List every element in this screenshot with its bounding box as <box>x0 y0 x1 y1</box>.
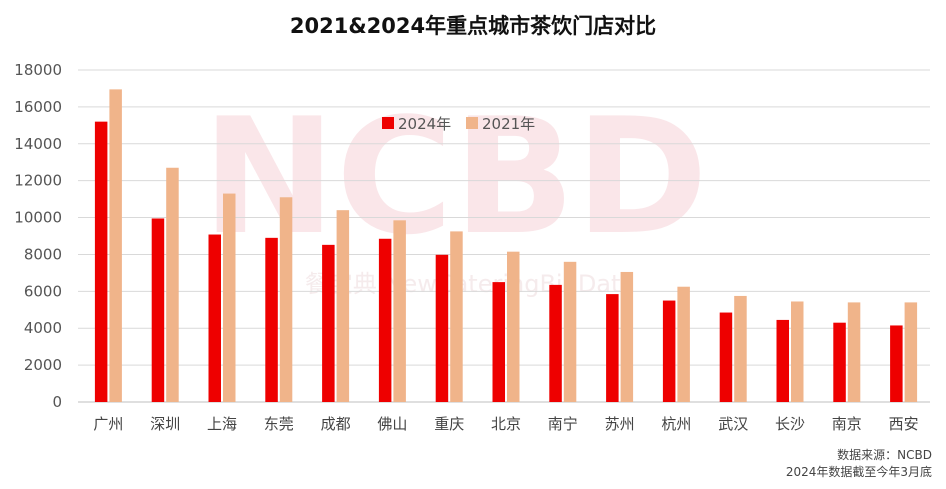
bar-2021 <box>507 251 520 402</box>
x-category-label: 南宁 <box>548 415 578 433</box>
y-tick-labels: 0 2000 4000 6000 8000 10000 12000 14000 16000 180… <box>14 61 62 411</box>
x-category-labels: 广州 深圳 上海 东莞 成都 佛山 重庆 北京 南宁 苏州 杭州 武汉 长沙 南京 西安 <box>93 415 918 433</box>
legend-label-2021: 2021年 <box>482 115 535 133</box>
watermark-subtitle: 餐宝典 NewCateringBigData <box>305 270 635 298</box>
bar-2021 <box>393 220 406 402</box>
bar-2024 <box>265 237 278 402</box>
legend-swatch-2024 <box>382 117 394 129</box>
bar-2021 <box>734 295 747 402</box>
x-category-label: 重庆 <box>434 415 464 433</box>
x-category-label: 西安 <box>889 415 919 433</box>
x-category-label: 武汉 <box>718 415 748 433</box>
y-tick-label: 14000 <box>14 135 62 153</box>
x-category-label: 杭州 <box>661 415 691 433</box>
x-category-label: 深圳 <box>150 415 180 433</box>
y-tick-label: 12000 <box>14 172 62 190</box>
bar-2021 <box>450 231 463 402</box>
y-tick-label: 4000 <box>24 319 62 337</box>
legend-label-2024: 2024年 <box>398 115 451 133</box>
bar-2024 <box>719 312 733 402</box>
bars <box>94 89 918 403</box>
bar-2024 <box>322 244 335 402</box>
y-tick-label: 8000 <box>24 245 62 263</box>
y-tick-label: 16000 <box>14 98 62 116</box>
source-note: 数据来源：NCBD <box>837 447 932 462</box>
bar-2024 <box>549 284 562 402</box>
x-category-label: 东莞 <box>264 415 294 433</box>
bar-2024 <box>94 121 108 403</box>
legend: 2024年 2021年 <box>382 115 535 133</box>
bar-2024 <box>492 282 505 402</box>
x-category-label: 北京 <box>491 415 521 433</box>
bar-2024 <box>435 254 449 402</box>
y-tick-label: 18000 <box>14 61 62 79</box>
bar-2021 <box>336 210 350 402</box>
bar-2021 <box>279 197 293 402</box>
x-category-label: 成都 <box>321 415 351 433</box>
bar-2021 <box>563 261 577 402</box>
bar-2024 <box>776 319 789 402</box>
bar-2024 <box>890 325 903 402</box>
chart-title: 2021&2024年重点城市茶饮门店对比 <box>290 14 656 38</box>
bar-2021 <box>904 302 918 402</box>
bar-2024 <box>833 322 846 402</box>
x-category-label: 南京 <box>832 415 862 433</box>
bar-2024 <box>208 234 221 402</box>
x-category-label: 佛山 <box>377 415 407 433</box>
x-category-label: 上海 <box>207 415 237 433</box>
bar-2021 <box>847 302 861 402</box>
y-tick-label: 10000 <box>14 209 62 227</box>
bar-2024 <box>662 300 676 402</box>
y-tick-label: 6000 <box>24 282 62 300</box>
bar-2024 <box>151 218 165 402</box>
bar-2021 <box>677 286 690 402</box>
y-tick-label: 2000 <box>24 356 62 374</box>
date-note: 2024年数据截至今年3月底 <box>786 464 932 479</box>
legend-swatch-2021 <box>466 117 478 129</box>
bar-2021 <box>620 271 634 402</box>
x-category-label: 苏州 <box>605 415 635 433</box>
bar-2021 <box>791 301 804 402</box>
x-category-label: 长沙 <box>775 415 805 433</box>
bar-2021 <box>109 89 122 402</box>
bar-2021 <box>166 167 179 402</box>
x-category-label: 广州 <box>93 415 123 433</box>
y-tick-label: 0 <box>52 393 62 411</box>
bar-2021 <box>223 193 236 402</box>
bar-2024 <box>378 238 392 402</box>
bar-2024 <box>606 294 619 402</box>
